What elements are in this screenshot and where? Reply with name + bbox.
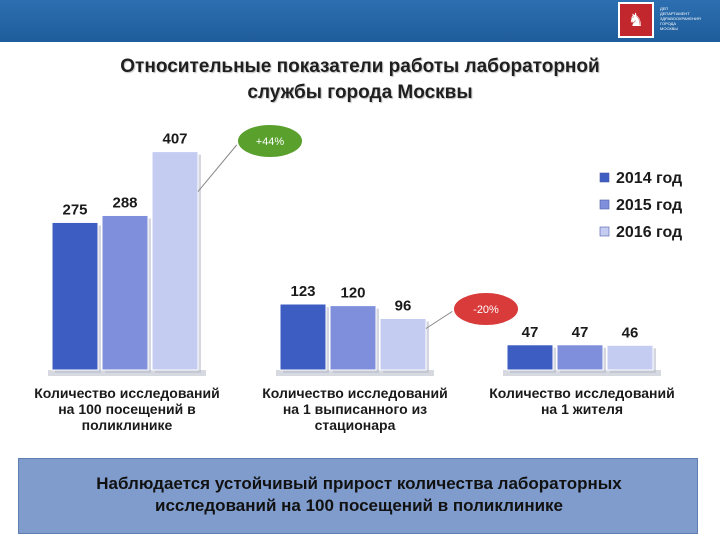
- data-label: 96: [395, 297, 412, 314]
- legend-label: 2015 год: [616, 197, 682, 214]
- annotation-connector: [425, 308, 457, 329]
- category-label-line: поликлинике: [81, 417, 173, 433]
- legend-label: 2016 год: [616, 224, 682, 241]
- annotation-bubble: [452, 291, 520, 327]
- bar: [51, 221, 99, 371]
- moscow-coat-of-arms-icon: ♞: [618, 2, 654, 38]
- data-label: 275: [62, 201, 87, 218]
- category-label-line: Количество исследований: [489, 385, 675, 401]
- bar: [101, 214, 149, 371]
- bar: [329, 305, 377, 371]
- bar: [151, 151, 199, 371]
- data-label: 407: [162, 131, 187, 148]
- category-label-line: на 1 выписанного из: [282, 401, 428, 417]
- page-title-line1: Относительные показатели работы лаборато…: [120, 56, 600, 77]
- department-line: ДЕП: [660, 6, 669, 11]
- data-label: 123: [290, 283, 315, 300]
- data-label: 46: [622, 324, 639, 341]
- legend-swatch: [599, 199, 610, 210]
- page-title: Относительные показатели работы лаборато…: [60, 54, 660, 106]
- data-label: 47: [522, 324, 539, 341]
- data-label: 47: [572, 324, 589, 341]
- header-bar: ♞ ДЕП ДЕПАРТАМЕНТ ЗДРАВООХРАНЕНИЯ ГОРОДА…: [0, 0, 720, 42]
- legend-swatch: [599, 226, 610, 237]
- conclusion-line2: исследований на 100 посещений в поликлин…: [155, 496, 563, 515]
- annotation-label: +44%: [256, 136, 285, 148]
- annotation-connector: [197, 140, 241, 192]
- bar: [279, 303, 327, 371]
- category-label-line: на 1 жителя: [540, 401, 624, 417]
- legend-label: 2014 год: [616, 170, 682, 187]
- category-label-1: Количество исследований на 1 выписанного…: [240, 385, 470, 433]
- category-label-2: Количество исследований на 1 жителя: [467, 385, 697, 417]
- category-label-line: на 100 посещений в: [58, 401, 196, 417]
- conclusion-box: Наблюдается устойчивый прирост количеств…: [18, 458, 698, 534]
- category-label-0: Количество исследований на 100 посещений…: [12, 385, 242, 433]
- department-line: МОСКВЫ: [660, 26, 678, 31]
- bar: [606, 344, 654, 371]
- conclusion-text: Наблюдается устойчивый прирост количеств…: [29, 473, 689, 517]
- department-line: ЗДРАВООХРАНЕНИЯ: [660, 16, 701, 21]
- data-label: 120: [340, 285, 365, 302]
- category-label-line: стационара: [314, 417, 396, 433]
- category-label-line: Количество исследований: [34, 385, 220, 401]
- conclusion-line1: Наблюдается устойчивый прирост количеств…: [96, 474, 622, 493]
- annotation-bubble: [236, 123, 304, 159]
- legend-swatch: [599, 172, 610, 183]
- page-title-line2: службы города Москвы: [247, 82, 473, 103]
- emblem-rider-glyph: ♞: [627, 10, 645, 30]
- annotation-label: -20%: [473, 304, 499, 316]
- data-label: 288: [112, 194, 137, 211]
- bar: [556, 344, 604, 371]
- bar-chart: 275 123 47 288 120 47 407 96 46 +44% -20% 2014 год 2…: [48, 123, 682, 376]
- bar: [379, 317, 427, 371]
- department-line: ДЕПАРТАМЕНТ: [660, 11, 690, 16]
- bar: [506, 344, 554, 371]
- department-line: ГОРОДА: [660, 21, 677, 26]
- category-label-line: Количество исследований: [262, 385, 448, 401]
- department-logo-text: ДЕП ДЕПАРТАМЕНТ ЗДРАВООХРАНЕНИЯ ГОРОДА М…: [660, 6, 716, 31]
